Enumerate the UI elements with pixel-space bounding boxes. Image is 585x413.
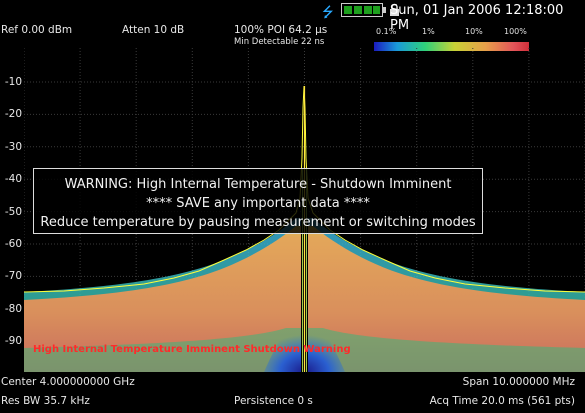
status-bar: ⭍ Sun, 01 Jan 2006 12:18:00 PM	[0, 0, 585, 33]
warning-line-1: WARNING: High Internal Temperature - Shu…	[64, 177, 452, 192]
y-axis-label: -60	[4, 238, 22, 250]
persistence-color-scale	[374, 42, 529, 51]
lock-icon	[390, 3, 399, 16]
datetime: Sun, 01 Jan 2006 12:18:00 PM	[390, 3, 564, 33]
y-axis-label: -40	[4, 173, 22, 186]
y-axis-label: -90	[4, 335, 22, 348]
status-warning-message: High Internal Temperature Imminent Shutd…	[33, 344, 351, 355]
y-axis-label: -20	[4, 108, 22, 121]
center-frequency[interactable]: Center 4.000000000 GHz	[1, 376, 135, 388]
scale-label-3: 100%	[504, 27, 527, 36]
y-axis-label: -80	[4, 302, 22, 315]
footer-readouts: Center 4.000000000 GHz Span 10.000000 MH…	[0, 372, 585, 413]
warning-line-3: Reduce temperature by pausing measuremen…	[40, 215, 476, 230]
battery-icon	[341, 3, 383, 17]
attenuation[interactable]: Atten 10 dB	[122, 24, 185, 36]
y-axis-label: -30	[4, 140, 22, 153]
scale-label-2: 10%	[465, 27, 483, 36]
usb-icon: ⭍	[322, 5, 334, 21]
warning-line-2: **** SAVE any important data ****	[146, 196, 370, 211]
y-axis-label: -70	[4, 270, 22, 283]
resolution-bandwidth[interactable]: Res BW 35.7 kHz	[1, 395, 90, 407]
poi-value: 100% POI 64.2 µs	[234, 24, 328, 36]
persistence-spectrum-plot[interactable]	[24, 48, 585, 372]
scale-label-0: 0.1%	[376, 27, 397, 36]
min-detectable: Min Detectable 22 ns	[234, 37, 325, 47]
temperature-warning-dialog: WARNING: High Internal Temperature - Shu…	[33, 168, 483, 234]
acquisition-time[interactable]: Acq Time 20.0 ms (561 pts)	[429, 395, 575, 407]
battery-terminal	[383, 7, 386, 13]
ref-level[interactable]: Ref 0.00 dBm	[1, 24, 73, 36]
y-axis-label: -50	[4, 205, 22, 218]
scale-label-1: 1%	[422, 27, 435, 36]
persistence[interactable]: Persistence 0 s	[234, 395, 313, 407]
span[interactable]: Span 10.000000 MHz	[462, 376, 575, 388]
y-axis-label: -10	[4, 76, 22, 88]
